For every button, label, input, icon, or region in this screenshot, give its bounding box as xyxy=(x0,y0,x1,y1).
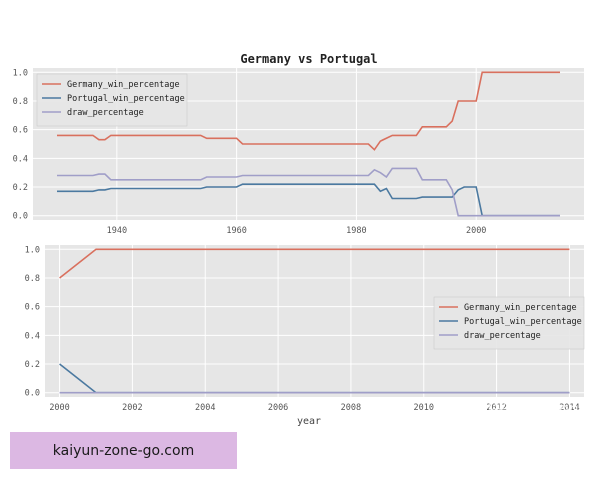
series-line-draw-percentage xyxy=(57,167,560,217)
x-tick-label: 2000 xyxy=(466,226,486,236)
series-line-portugal-win-percentage xyxy=(57,183,560,217)
x-tick-label: 2006 xyxy=(268,403,288,413)
x-tick-label: 1940 xyxy=(107,226,127,236)
y-tick-label: 0.0 xyxy=(13,212,28,222)
x-tick-label: 1980 xyxy=(346,226,366,236)
legend-label: draw_percentage xyxy=(67,108,144,118)
legend-box xyxy=(433,296,585,350)
y-tick-label: 1.0 xyxy=(25,245,40,255)
y-tick-label: 0.2 xyxy=(25,360,40,370)
legend-label: Germany_win_percentage xyxy=(67,80,180,90)
x-tick-label: 2010 xyxy=(414,403,434,413)
series-line-germany-win-percentage xyxy=(57,71,560,151)
legend-box xyxy=(36,73,188,127)
watermark: 知乎 @lemon xyxy=(476,399,579,418)
y-tick-label: 0.8 xyxy=(13,97,28,107)
top-chart-panel: 0.0 0.2 0.4 0.6 0.8 1.0 1940 1960 1980 2000 German… xyxy=(13,68,584,236)
x-tick-label: 2012 xyxy=(486,403,506,413)
legend-label: Portugal_win_percentage xyxy=(464,317,582,327)
y-tick-label: 0.4 xyxy=(25,331,40,341)
x-tick-label: 1960 xyxy=(226,226,246,236)
x-tick-label: 2002 xyxy=(122,403,142,413)
x-tick-label: 2008 xyxy=(341,403,361,413)
x-axis-label: year xyxy=(297,416,321,427)
url-banner-text: kaiyun-zone-go.com xyxy=(52,442,195,459)
y-tick-label: 0.2 xyxy=(13,183,28,193)
legend-label: Portugal_win_percentage xyxy=(67,94,185,104)
chart-title: Germany vs Portugal xyxy=(240,52,377,66)
y-tick-label: 0.6 xyxy=(25,303,40,313)
y-tick-label: 0.4 xyxy=(13,154,28,164)
y-tick-label: 0.0 xyxy=(25,389,40,399)
x-tick-label: 2000 xyxy=(49,403,69,413)
bottom-chart-panel: 0.0 0.2 0.4 0.6 0.8 1.0 2000 2002 2004 2006 2008 20… xyxy=(25,245,585,413)
legend-label: draw_percentage xyxy=(464,331,541,341)
x-tick-label: 2014 xyxy=(559,403,579,413)
y-tick-label: 0.6 xyxy=(13,126,28,136)
url-banner[interactable]: kaiyun-zone-go.com xyxy=(10,432,237,469)
legend-label: Germany_win_percentage xyxy=(464,303,577,313)
series-line-germany-win-percentage xyxy=(59,248,570,279)
y-tick-label: 1.0 xyxy=(13,68,28,78)
y-tick-label: 0.8 xyxy=(25,274,40,284)
x-tick-label: 2004 xyxy=(195,403,215,413)
